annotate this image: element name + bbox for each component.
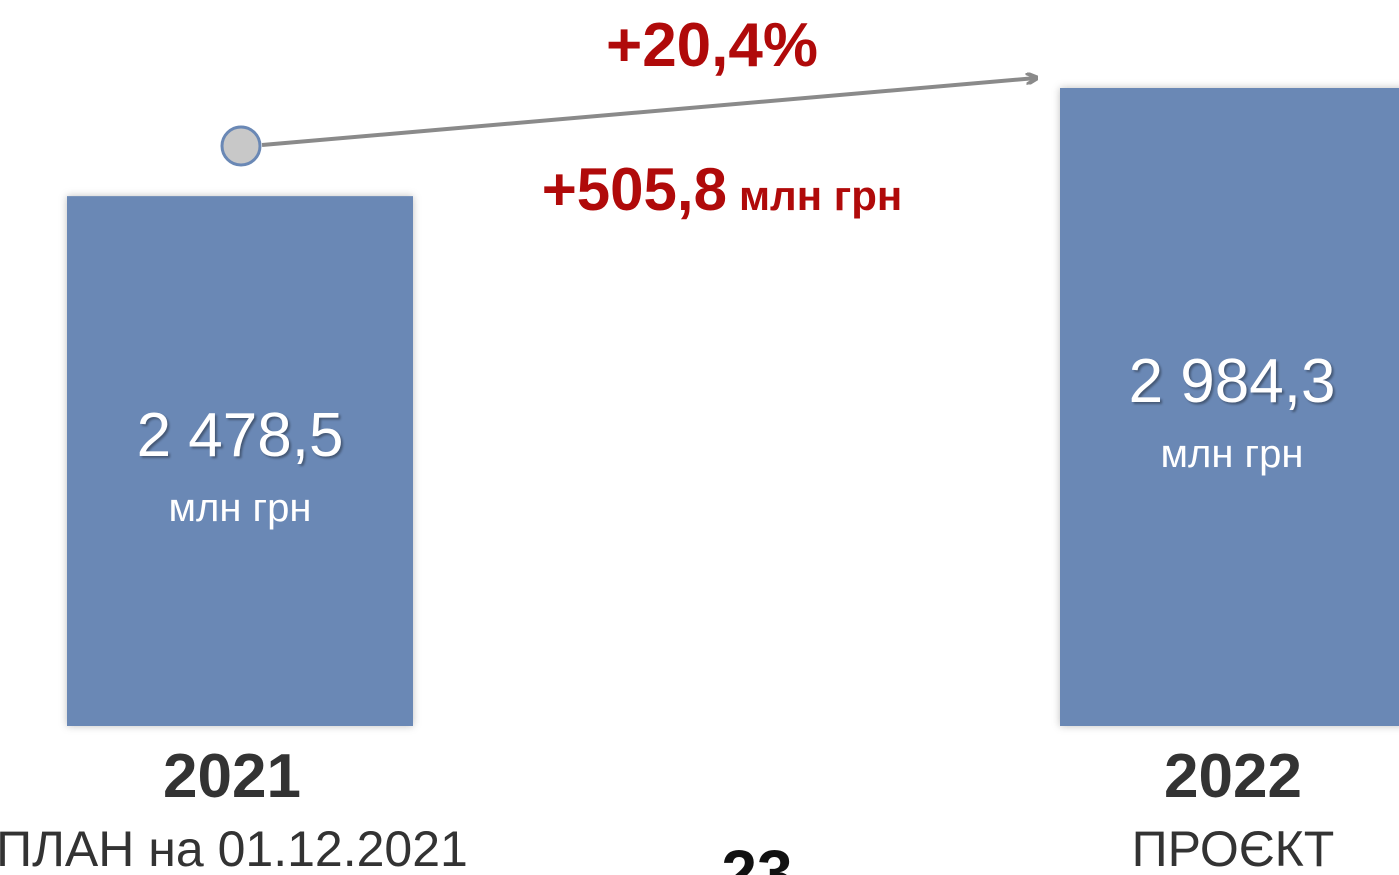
change-percent: +20,4%	[606, 11, 818, 80]
change-absolute: +505,8 млн грн	[542, 156, 903, 223]
category-label-2022: 2022	[1164, 742, 1302, 811]
category-sublabel-2022: ПРОЄКТ	[1132, 821, 1335, 875]
value-label-2021: 2 478,5	[137, 401, 344, 470]
value-label-2022: 2 984,3	[1129, 347, 1336, 416]
change-absolute-value: +505,8	[542, 156, 727, 223]
change-absolute-unit: млн грн	[739, 172, 902, 219]
start-marker	[220, 125, 262, 167]
page-number: 23	[721, 837, 792, 875]
growth-arrow	[261, 78, 1036, 147]
category-label-2021: 2021	[163, 742, 301, 811]
category-sublabel-2021: ПЛАН на 01.12.2021	[0, 821, 468, 875]
unit-label-2022: млн грн	[1161, 432, 1304, 476]
bar-2022	[1060, 88, 1399, 726]
unit-label-2021: млн грн	[169, 486, 312, 530]
bar-2021	[67, 196, 413, 726]
